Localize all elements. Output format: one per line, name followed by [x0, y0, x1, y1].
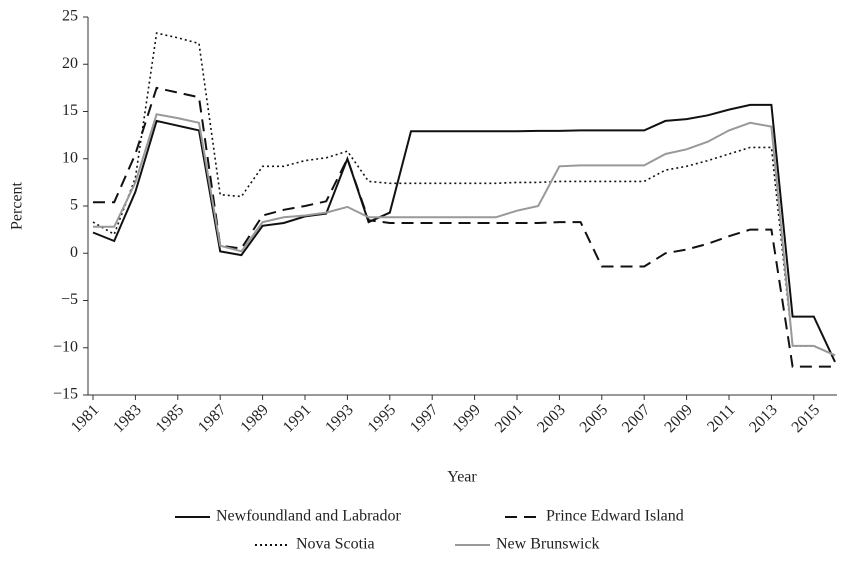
y-tick-label: −15 — [53, 386, 78, 403]
series-line — [93, 113, 836, 357]
y-tick-label: 10 — [62, 149, 78, 166]
x-tick-label: 2009 — [661, 401, 696, 436]
x-tick-label: 1993 — [322, 401, 357, 436]
legend-label: Newfoundland and Labrador — [216, 508, 401, 525]
legend-label: Prince Edward Island — [546, 508, 684, 525]
y-tick-label: 20 — [62, 55, 78, 72]
series-line — [92, 103, 836, 363]
x-tick-label: 1983 — [110, 401, 145, 436]
x-axis-label: Year — [447, 469, 477, 486]
y-tick-label: 0 — [70, 244, 78, 261]
x-tick-label: 1997 — [407, 401, 442, 436]
x-tick-label: 2005 — [577, 401, 612, 436]
y-tick-label: 5 — [70, 197, 78, 214]
y-tick-label: 25 — [62, 8, 78, 25]
x-tick-label: 1999 — [449, 401, 484, 436]
x-tick-label: 2011 — [704, 401, 738, 435]
series-line — [92, 32, 836, 357]
y-tick-label: 15 — [62, 102, 78, 119]
x-tick-label: 2001 — [492, 401, 527, 436]
x-tick-label: 1985 — [153, 401, 188, 436]
series-line — [93, 86, 835, 368]
x-tick-label: 2013 — [746, 401, 781, 436]
legend-label: New Brunswick — [496, 536, 600, 553]
y-tick-label: −10 — [53, 338, 78, 355]
x-tick-label: 2007 — [619, 401, 654, 436]
x-tick-label: 1989 — [237, 401, 272, 436]
x-tick-label: 1981 — [68, 401, 103, 436]
x-tick-label: 1991 — [280, 401, 315, 436]
x-tick-label: 2015 — [789, 401, 824, 436]
y-tick-label: −5 — [61, 291, 78, 308]
legend-label: Nova Scotia — [296, 536, 375, 553]
x-tick-label: 1987 — [195, 401, 230, 436]
y-axis-label: Percent — [9, 181, 26, 230]
x-tick-label: 2003 — [534, 401, 569, 436]
x-tick-label: 1995 — [365, 401, 400, 436]
